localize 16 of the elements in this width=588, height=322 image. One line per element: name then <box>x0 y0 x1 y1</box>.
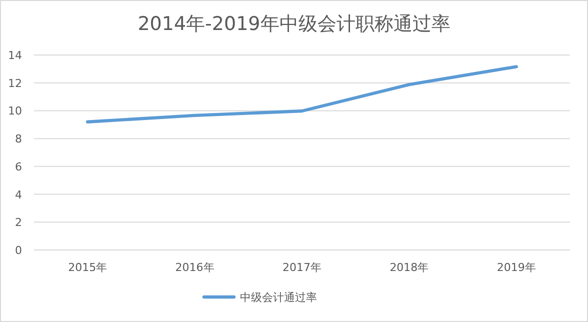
x-tick-label: 2018年 <box>390 261 429 274</box>
y-tick-label: 0 <box>15 244 22 257</box>
y-tick-label: 6 <box>15 160 22 174</box>
x-tick-label: 2016年 <box>175 261 214 274</box>
x-tick-label: 2015年 <box>68 261 108 274</box>
legend-label: 中级会计通过率 <box>240 291 317 304</box>
y-tick-label: 8 <box>15 132 22 146</box>
y-tick-label: 10 <box>8 104 22 118</box>
y-tick-label: 4 <box>15 188 22 202</box>
y-tick-label: 2 <box>15 216 22 230</box>
x-tick-label: 2019年 <box>496 261 536 274</box>
line-series <box>86 65 518 124</box>
x-tick-label: 2017年 <box>282 261 322 274</box>
chart-title: 2014年-2019年中级会计职称通过率 <box>138 13 450 35</box>
y-tick-label: 12 <box>8 76 22 90</box>
y-tick-label: 14 <box>8 49 22 62</box>
